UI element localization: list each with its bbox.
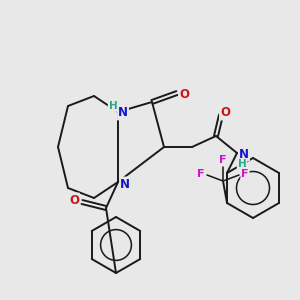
Text: N: N (118, 106, 128, 119)
Text: H: H (238, 159, 246, 169)
Text: F: F (241, 169, 249, 179)
Text: N: N (239, 148, 249, 160)
Text: O: O (179, 88, 189, 100)
Text: O: O (69, 194, 79, 206)
Text: O: O (220, 106, 230, 119)
Text: F: F (197, 169, 205, 179)
Text: F: F (219, 155, 227, 165)
Text: N: N (120, 178, 130, 190)
Text: H: H (109, 101, 117, 111)
